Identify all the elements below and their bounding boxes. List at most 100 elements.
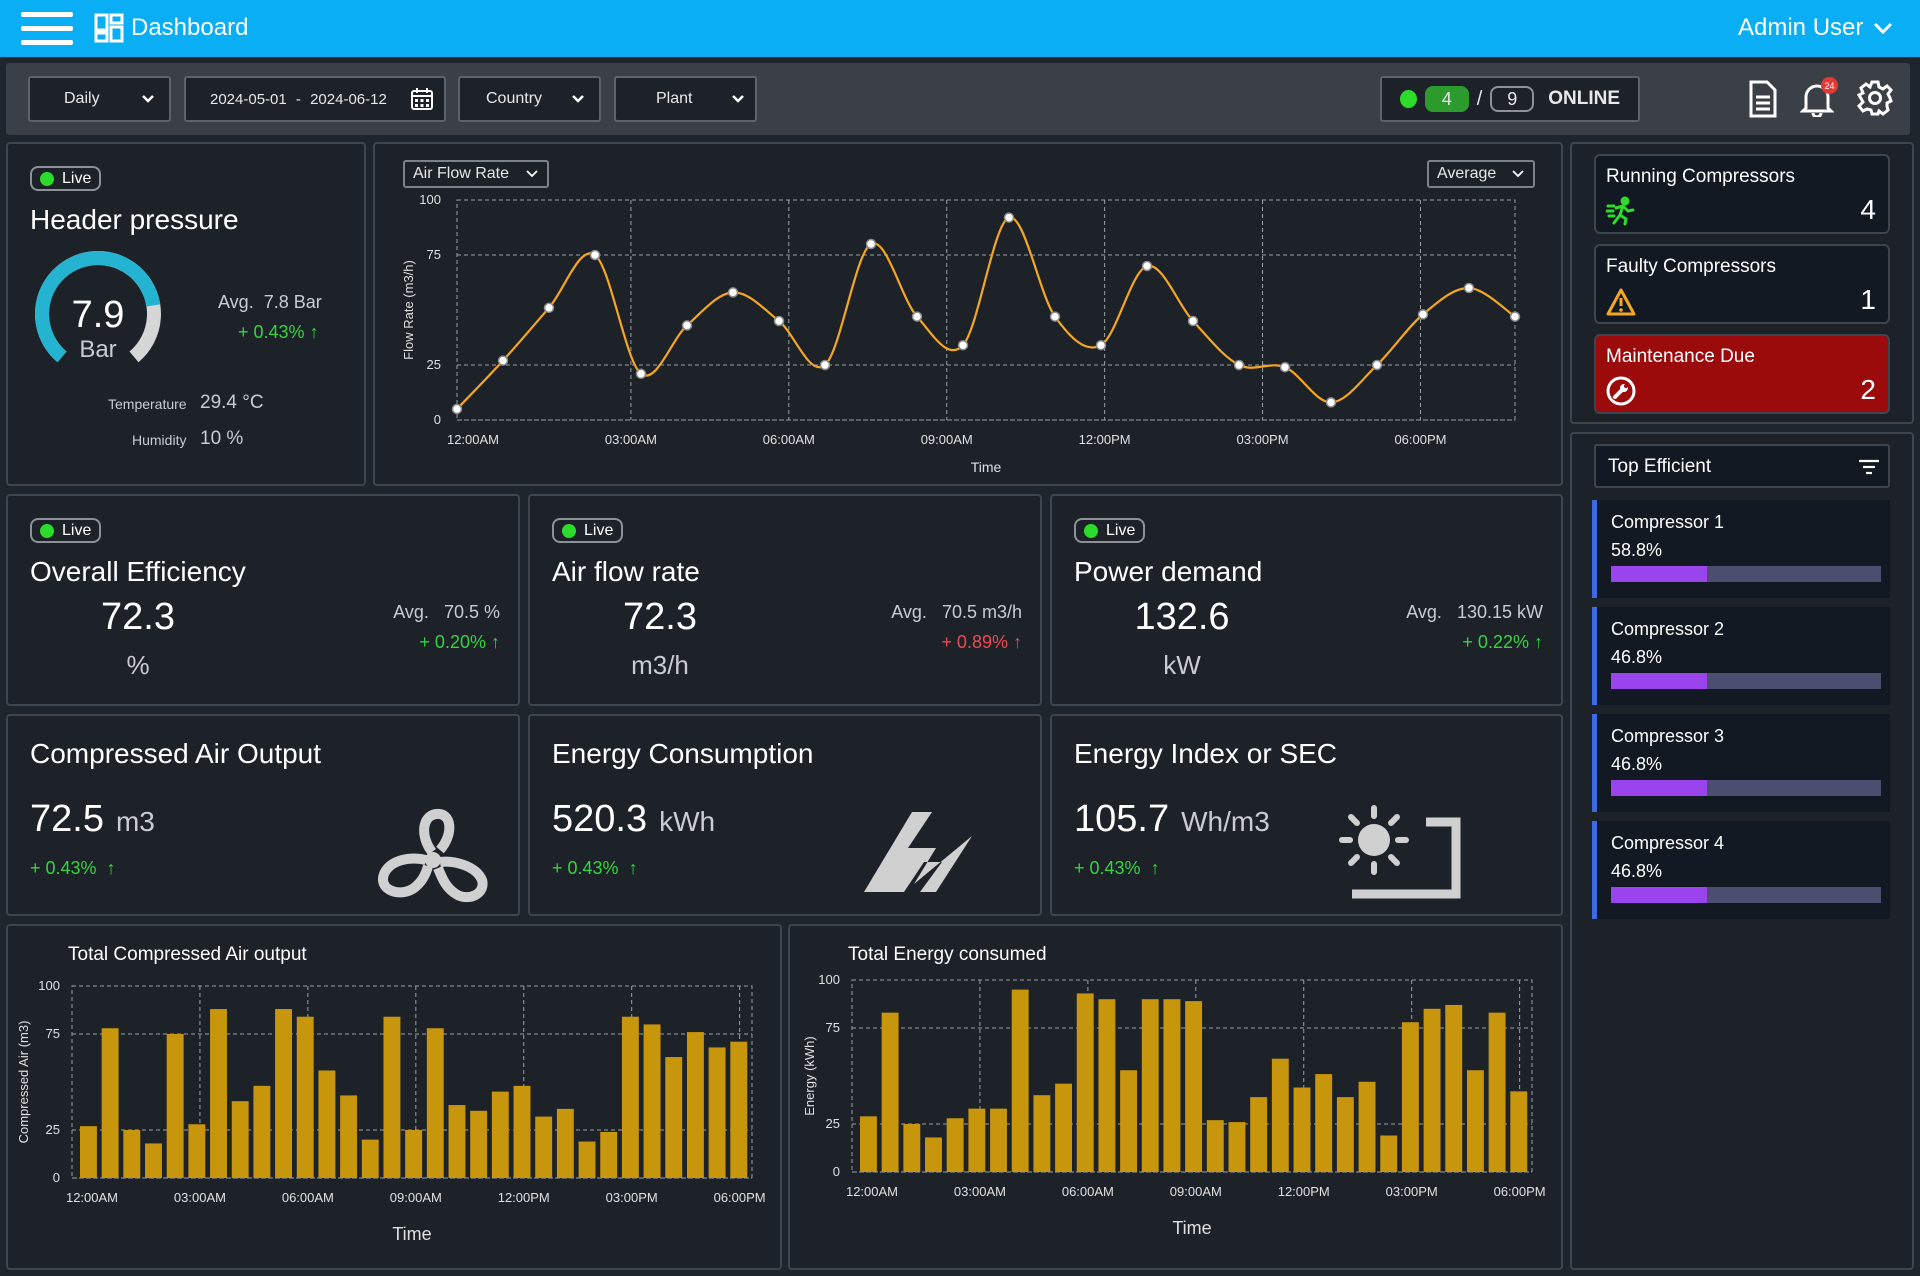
compressor-item[interactable]: Compressor 2 46.8% — [1592, 607, 1890, 705]
compressor-item[interactable]: Compressor 1 58.8% — [1592, 500, 1890, 598]
bar — [166, 1034, 184, 1178]
bar — [686, 1032, 704, 1178]
arrow-up-icon: ↑ — [309, 322, 319, 342]
hamburger-menu-icon[interactable] — [21, 12, 73, 46]
data-point — [1187, 315, 1199, 327]
bar — [925, 1137, 942, 1172]
aggregate-select[interactable]: Average — [1427, 160, 1535, 188]
card-title: Energy Index or SEC — [1074, 738, 1338, 769]
kpi-value: 72.3 — [101, 596, 175, 638]
x-tick-label: 12:00AM — [447, 432, 499, 447]
filter-icon[interactable] — [1858, 459, 1880, 475]
pressure-value: 7.9 — [71, 294, 125, 336]
x-tick-label: 06:00PM — [1394, 432, 1446, 447]
bar — [1466, 1070, 1484, 1172]
date-range-picker[interactable]: 2024-05-01 - 2024-06-12 — [184, 76, 446, 122]
bar — [491, 1091, 509, 1178]
compressor-item[interactable]: Compressor 3 46.8% — [1592, 714, 1890, 812]
x-tick-label: 12:00AM — [66, 1190, 118, 1205]
y-tick-label: 0 — [434, 412, 441, 427]
y-tick-label: 25 — [826, 1116, 840, 1131]
data-point — [1325, 397, 1337, 408]
pressure-unit: Bar — [79, 336, 117, 363]
top-efficient-header[interactable]: Top Efficient — [1594, 444, 1890, 488]
document-icon[interactable] — [1748, 80, 1778, 118]
compressor-name: Compressor 1 — [1611, 512, 1725, 532]
metric-select[interactable]: Air Flow Rate — [403, 160, 549, 188]
live-dot — [40, 171, 54, 186]
kpi-value: 72.3 — [623, 596, 697, 638]
chevron-down-icon — [732, 95, 744, 103]
bar — [1011, 989, 1029, 1172]
maintenance-label: Maintenance Due — [1606, 346, 1755, 367]
maintenance-due-card[interactable]: Maintenance Due 2 — [1594, 334, 1890, 414]
efficiency-bar — [1611, 887, 1881, 903]
bar — [1336, 1097, 1354, 1172]
x-axis-label: Time — [1172, 1218, 1211, 1238]
online-label: ONLINE — [1548, 88, 1620, 109]
bar — [535, 1116, 553, 1178]
faulty-compressors-card[interactable]: Faulty Compressors 1 — [1594, 244, 1890, 324]
live-label: Live — [62, 169, 92, 187]
y-axis-label: Energy (kWh) — [802, 1036, 817, 1115]
data-point — [957, 339, 969, 351]
compressor-name: Compressor 3 — [1611, 726, 1725, 746]
bar — [1076, 993, 1094, 1172]
bar — [578, 1141, 596, 1178]
period-select[interactable]: Daily — [28, 76, 171, 122]
y-axis-label: Compressed Air (m3) — [16, 1021, 31, 1144]
bar — [80, 1126, 97, 1178]
date-from: 2024-05-01 — [210, 90, 287, 108]
bar — [1358, 1081, 1376, 1172]
bar — [730, 1041, 748, 1178]
bar — [1098, 999, 1116, 1172]
bar — [1206, 1120, 1224, 1172]
notifications-button[interactable]: 24 — [1800, 77, 1840, 119]
kpi-change: + 0.20% ↑ — [419, 632, 500, 652]
bar — [123, 1130, 141, 1178]
running-compressors-card[interactable]: Running Compressors 4 — [1594, 154, 1890, 234]
bar — [383, 1016, 401, 1178]
bar — [643, 1024, 661, 1178]
user-menu[interactable]: Admin User — [1738, 14, 1893, 42]
bar — [665, 1057, 683, 1178]
x-tick-label: 09:00AM — [921, 432, 973, 447]
y-tick-label: 25 — [46, 1122, 60, 1137]
bar — [1293, 1087, 1311, 1172]
flow-rate-chart-card: Air Flow Rate Average 0 25 75 100 12:00AM 03:… — [373, 142, 1563, 486]
data-point — [819, 359, 831, 371]
country-select[interactable]: Country — [458, 76, 601, 122]
gear-icon[interactable] — [1856, 79, 1894, 117]
total-count-badge: 9 — [1490, 86, 1535, 112]
data-point — [681, 320, 693, 331]
x-tick-label: 09:00AM — [1170, 1184, 1222, 1199]
x-axis-label: Time — [971, 459, 1002, 475]
efficiency-bar-fill — [1611, 566, 1707, 582]
y-tick-label: 25 — [427, 357, 441, 372]
arrow-up-icon: ↑ — [1534, 632, 1543, 652]
bar — [318, 1070, 336, 1178]
online-dot — [1400, 90, 1418, 108]
warning-icon — [1606, 288, 1636, 316]
live-badge: Live — [30, 518, 102, 543]
bar — [1185, 1001, 1203, 1172]
bar — [188, 1124, 206, 1178]
bar — [556, 1108, 574, 1178]
live-label: Live — [62, 521, 92, 539]
bar — [1423, 1008, 1441, 1172]
kpi-card-power: Live Power demand 132.6 kW Avg. 130.15 k… — [1050, 494, 1563, 706]
bar — [1271, 1058, 1289, 1172]
bar — [1228, 1122, 1246, 1172]
online-status: 4 / 9 ONLINE — [1380, 76, 1640, 122]
plant-select[interactable]: Plant — [614, 76, 757, 122]
data-point — [543, 302, 555, 314]
maintenance-value: 2 — [1860, 374, 1876, 405]
avg-value: 70.5 % — [443, 602, 500, 622]
total-value: 72.5 — [30, 798, 104, 840]
period-value: Daily — [64, 90, 100, 107]
avg-value: 70.5 m3/h — [941, 602, 1022, 622]
air-output-bar-chart: 0 25 75 100 12:00AM 03:00AM 06:00AM 09:00AM 12:0… — [16, 978, 766, 1244]
kpi-change: + 0.89% ↑ — [941, 632, 1022, 652]
compressor-item[interactable]: Compressor 4 46.8% — [1592, 821, 1890, 919]
running-person-icon — [1606, 196, 1635, 226]
